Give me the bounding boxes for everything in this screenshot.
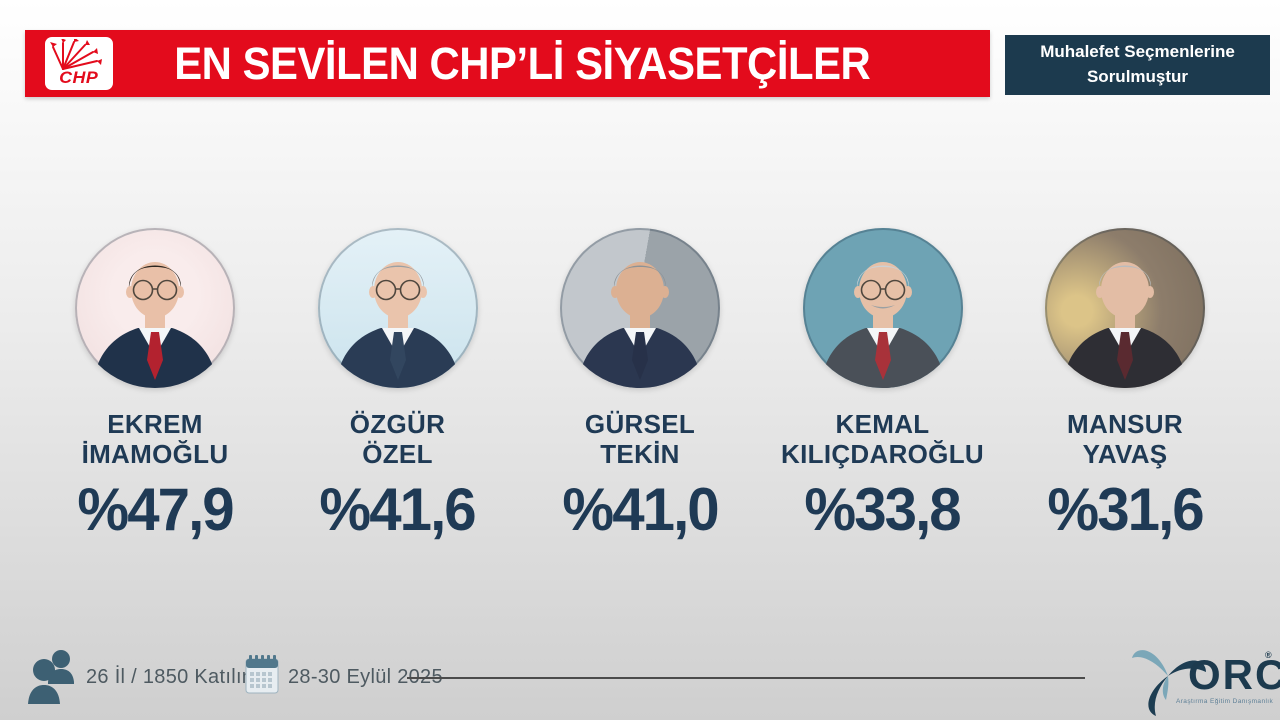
result-card-yavas: MANSUR YAVAŞ %31,6: [1010, 228, 1240, 540]
orc-tagline: Araştırma Eğitim Danışmanlık: [1176, 698, 1274, 705]
politician-name: KEMAL KILIÇDAROĞLU: [781, 409, 984, 469]
poll-percentage: %47,9: [77, 475, 234, 543]
person-avatar-icon: [803, 228, 963, 388]
chp-logo: CHP: [45, 37, 113, 90]
portrait-kilicdaroglu: [802, 228, 963, 388]
fieldwork-dates-text: 28-30 Eylül 2025: [288, 666, 443, 688]
poll-percentage: %41,6: [319, 475, 477, 543]
result-card-imamoglu: EKREM İMAMOĞLU %47,9: [40, 228, 270, 540]
calendar-icon: [245, 655, 279, 694]
person-avatar-icon: [560, 228, 720, 388]
result-card-ozel: ÖZGÜR ÖZEL %41,6: [283, 228, 513, 540]
orc-trefoil-icon: [1132, 650, 1206, 716]
footer: 26 İl / 1850 Katılımcı 28-30 Eylül 2025: [0, 636, 1280, 720]
participants-icon: [28, 650, 74, 704]
orc-wordmark: ORC: [1188, 651, 1280, 698]
methodology-note: Muhalefet Seçmenlerine Sorulmuştur: [1005, 35, 1270, 95]
portrait-imamoglu: [75, 228, 235, 388]
sample-size-text: 26 İl / 1850 Katılımcı: [86, 666, 275, 688]
portrait-tekin: [560, 228, 720, 388]
result-card-kilicdaroglu: KEMAL KILIÇDAROĞLU %33,8: [768, 228, 998, 540]
politician-name: MANSUR YAVAŞ: [1067, 409, 1183, 469]
person-avatar-icon: [1045, 228, 1205, 388]
note-line-1: Muhalefet Seçmenlerine: [1040, 42, 1235, 62]
portrait-ozel: [317, 228, 478, 388]
politician-name: EKREM İMAMOĞLU: [81, 409, 229, 469]
results-row: EKREM İMAMOĞLU %47,9 ÖZGÜR ÖZEL %41,6 GÜ…: [40, 228, 1240, 540]
note-line-2: Sorulmuştur: [1086, 67, 1189, 86]
poll-percentage: %41,0: [562, 475, 719, 543]
person-avatar-icon: [318, 228, 478, 388]
politician-name: GÜRSEL TEKİN: [584, 409, 696, 469]
portrait-yavas: [1045, 228, 1205, 388]
chp-six-arrows-icon: [50, 39, 102, 70]
result-card-tekin: GÜRSEL TEKİN %41,0: [525, 228, 755, 540]
page-title: EN SEVİLEN CHP’Lİ SİYASETÇİLER: [174, 37, 871, 89]
title-band: CHP EN SEVİLEN CHP’Lİ SİYASETÇİLER: [25, 30, 990, 97]
chp-logo-label: CHP: [59, 68, 99, 87]
poll-percentage: %31,6: [1047, 475, 1204, 543]
politician-name: ÖZGÜR ÖZEL: [349, 409, 446, 469]
footer-divider: [407, 677, 1085, 679]
poll-percentage: %33,8: [804, 475, 962, 543]
registered-mark: ®: [1265, 650, 1272, 660]
orc-logo: ORC ® Araştırma Eğitim Danışmanlık: [1128, 636, 1280, 720]
person-avatar-icon: [75, 228, 235, 388]
